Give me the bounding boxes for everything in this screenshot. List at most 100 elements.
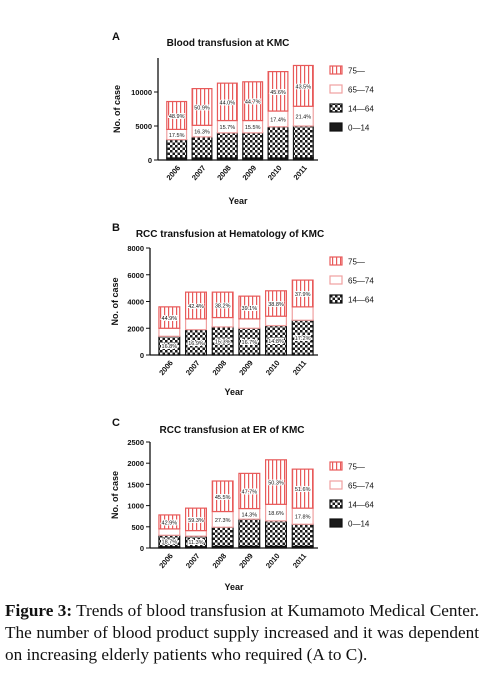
y-tick-label: 0 — [140, 351, 144, 360]
chart-b: B RCC transfusion at Hematology of KMC 0 20… — [110, 222, 374, 397]
bar-segment-seg-75 — [238, 472, 261, 510]
segment-data-label: 15.3% — [215, 339, 231, 345]
chart-title: RCC transfusion at ER of KMC — [160, 425, 305, 436]
y-tick-label: 6000 — [127, 271, 144, 280]
x-tick-label: 2006 — [157, 359, 175, 378]
legend-swatch — [329, 294, 343, 304]
bar-segment-seg-65-74 — [185, 318, 208, 331]
legend-swatch — [329, 499, 343, 509]
bar-segment-seg-75 — [166, 100, 188, 130]
bar-segment-seg-75 — [291, 279, 314, 308]
segment-data-label: 17.5% — [169, 133, 185, 139]
segment-data-label: 50.3% — [268, 481, 284, 487]
panel-letter: A — [112, 31, 120, 43]
chart-c: C RCC transfusion at ER of KMC 0 500 1000 150… — [110, 417, 374, 592]
bar-segment-seg-75 — [238, 295, 261, 320]
bar-segment-seg-65-74 — [211, 316, 234, 328]
bar-segment-seg-75 — [191, 87, 213, 126]
segment-data-label: 47.7% — [242, 489, 258, 495]
legend-swatch — [329, 65, 343, 75]
panel-a: A Blood transfusion at KMC 0 5000 10000 No. o… — [0, 0, 483, 210]
figure-label: Figure 3: — [5, 601, 73, 620]
x-tick-label: 2010 — [264, 552, 282, 571]
bar-segment-seg-75 — [185, 507, 208, 532]
bar-segment-seg-75 — [265, 290, 288, 317]
x-tick-label: 2011 — [292, 164, 309, 182]
segment-data-label: 15.5% — [245, 125, 261, 131]
segment-data-label: 14.8% — [268, 339, 284, 345]
segment-data-label: 39.1% — [242, 306, 258, 312]
x-tick-label: 2007 — [190, 164, 208, 183]
segment-data-label: 48.9% — [169, 114, 185, 120]
x-tick-label: 2008 — [211, 552, 229, 571]
chart-a: A Blood transfusion at KMC 0 5000 10000 No. o… — [112, 31, 374, 206]
legend-label: 14—64 — [348, 296, 374, 305]
segment-data-label: 16.7% — [242, 340, 258, 346]
bar-segment-seg-75 — [242, 81, 264, 122]
segment-data-label: 16.9% — [188, 341, 204, 347]
segment-data-label: 50.9% — [194, 105, 210, 111]
legend-label: 65—74 — [348, 277, 374, 286]
segment-data-label: 16.8% — [162, 344, 178, 350]
y-tick-label: 8000 — [127, 244, 144, 253]
y-tick-label: 0 — [140, 544, 144, 553]
y-tick-label: 5000 — [135, 122, 152, 131]
bar-segment-seg-65-74 — [158, 327, 181, 337]
y-tick-label: 1000 — [127, 502, 144, 511]
bar-segment-seg-75 — [211, 291, 234, 319]
bar-segment-seg-75 — [265, 459, 288, 505]
segment-data-label: 51.6% — [295, 487, 311, 493]
segment-data-label: 43.5% — [296, 84, 312, 90]
legend-swatch — [329, 103, 343, 113]
legend-label: 65—74 — [348, 86, 374, 95]
segment-data-label: 17.4% — [270, 117, 286, 123]
bar-segment-seg-65-74 — [158, 528, 181, 536]
y-tick-label: 0 — [148, 156, 152, 165]
bar-segment-seg-14-64 — [211, 526, 234, 547]
x-tick-label: 2006 — [165, 164, 183, 183]
x-tick-label: 2008 — [211, 359, 229, 378]
bar-segment-seg-75 — [185, 291, 208, 320]
segment-data-label: 38.2% — [215, 303, 231, 309]
y-tick-label: 2500 — [127, 438, 144, 447]
y-tick-label: 10000 — [131, 88, 152, 97]
panel-letter: B — [112, 222, 120, 234]
segment-data-label: 42.9% — [162, 520, 178, 526]
segment-data-label: 16.3% — [194, 130, 210, 136]
segment-data-label: 14.3% — [242, 512, 258, 518]
y-axis-label: No. of case — [112, 85, 122, 133]
segment-data-label: 18.6% — [268, 511, 284, 517]
y-tick-label: 500 — [131, 523, 144, 532]
segment-data-label: 42.4% — [188, 304, 204, 310]
bar-segment-seg-14-64 — [238, 518, 261, 547]
segment-data-label: 37.9% — [295, 292, 311, 298]
x-tick-label: 2006 — [157, 552, 175, 571]
legend-label: 14—64 — [348, 105, 374, 114]
x-axis-label: Year — [224, 582, 244, 592]
segment-data-label: 44.9% — [162, 316, 178, 322]
bar-segment-seg-14-64 — [265, 520, 288, 547]
legend-label: 14—64 — [348, 501, 374, 510]
legend-swatch — [329, 256, 343, 266]
bar-segment-seg-14-64 — [292, 125, 314, 159]
bar-segment-seg-14-64 — [216, 132, 238, 159]
bar-segment-seg-14-64 — [267, 126, 289, 159]
segment-data-label: 59.3% — [188, 518, 204, 524]
legend-swatch — [329, 122, 343, 132]
segment-data-label: 11.3% — [188, 540, 203, 546]
x-tick-label: 2011 — [291, 552, 308, 570]
figure-caption-text: Trends of blood transfusion at Kumamoto … — [5, 601, 479, 664]
bar-segment-seg-75 — [216, 82, 238, 122]
segment-data-label: 45.6% — [270, 90, 286, 96]
y-tick-label: 4000 — [127, 298, 144, 307]
bar-segment-seg-65-74 — [185, 530, 208, 537]
legend-swatch — [329, 275, 343, 285]
legend-label: 75— — [348, 258, 365, 267]
y-tick-label: 2000 — [127, 324, 144, 333]
x-tick-label: 2009 — [237, 359, 255, 378]
bar-segment-seg-75 — [291, 468, 314, 509]
y-tick-label: 2000 — [127, 459, 144, 468]
bar-segment-seg-75 — [292, 64, 314, 107]
y-axis-label: No. of case — [110, 277, 120, 325]
x-tick-label: 2008 — [215, 164, 233, 183]
